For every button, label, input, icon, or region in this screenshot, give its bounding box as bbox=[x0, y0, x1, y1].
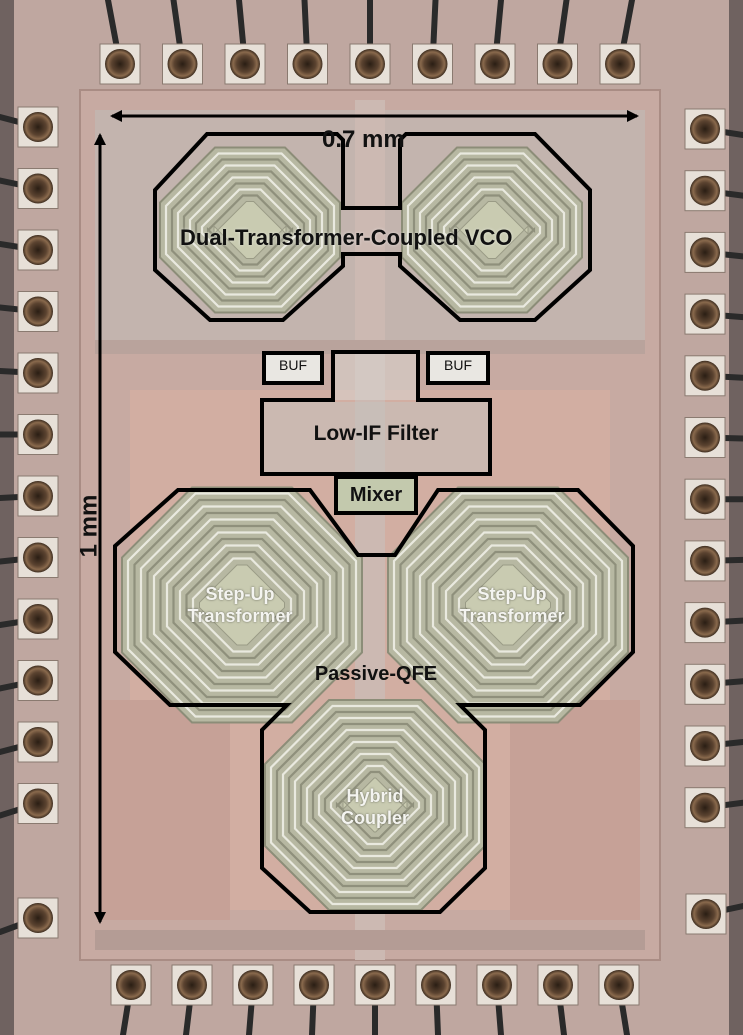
bond-pad-left-8 bbox=[17, 598, 59, 640]
bond-pad-left-11 bbox=[17, 783, 59, 824]
bond-pad-bottom-5 bbox=[415, 964, 457, 1006]
height-dimension-label: 1 mm bbox=[75, 494, 103, 558]
buf-left-outline bbox=[262, 351, 324, 385]
bond-pad-top-3 bbox=[287, 43, 328, 85]
low-if-filter-outline bbox=[260, 350, 492, 476]
bond-pad-top-0 bbox=[99, 43, 141, 85]
bond-pad-right-3 bbox=[684, 293, 726, 335]
bond-pad-bottom-8 bbox=[598, 964, 640, 1006]
vco-outline bbox=[153, 132, 592, 322]
bond-pad-top-6 bbox=[474, 43, 516, 85]
bond-pad-right-6 bbox=[684, 478, 726, 520]
bond-pad-right-8 bbox=[684, 602, 726, 644]
hybrid-coupler-coil bbox=[264, 699, 486, 911]
buf-right-label: BUF bbox=[444, 357, 472, 373]
vco-coil-right bbox=[401, 146, 583, 314]
bond-pad-bottom-4 bbox=[354, 964, 396, 1006]
bond-pad-bottom-0 bbox=[110, 964, 152, 1006]
stepup-coil-right bbox=[387, 486, 629, 724]
bond-pad-left-5 bbox=[17, 414, 59, 455]
bond-pad-left-10 bbox=[17, 721, 59, 763]
passive-qfe-label: Passive-QFE bbox=[314, 663, 438, 685]
vco-coil-left bbox=[159, 146, 341, 314]
bond-pad-top-7 bbox=[537, 43, 578, 85]
bond-pad-left-6 bbox=[17, 475, 59, 517]
vco-label: Dual-Transformer-Coupled VCO bbox=[180, 225, 513, 250]
width-dimension-label: 0.7 mm bbox=[322, 126, 405, 153]
bond-pad-right-1 bbox=[684, 170, 726, 212]
bond-pad-right-10 bbox=[684, 725, 726, 767]
bond-pad-right-5 bbox=[684, 417, 726, 458]
bond-pad-right-2 bbox=[684, 231, 726, 273]
inductor-coils bbox=[121, 146, 629, 911]
bond-pad-top-2 bbox=[224, 43, 266, 85]
bond-pad-top-4 bbox=[349, 43, 391, 85]
bond-pad-top-5 bbox=[412, 43, 453, 85]
bond-pad-left-12 bbox=[17, 897, 59, 939]
hybrid-coupler-label: Hybrid Coupler bbox=[340, 786, 409, 828]
low-if-filter-label: Low-IF Filter bbox=[313, 422, 439, 445]
bond-pad-right-7 bbox=[684, 540, 726, 582]
block-outlines bbox=[113, 132, 635, 914]
mixer-outline bbox=[334, 475, 418, 515]
bond-pad-bottom-7 bbox=[537, 964, 579, 1006]
bond-pad-left-0 bbox=[17, 106, 59, 148]
passive-qfe-outline bbox=[113, 488, 635, 914]
bond-pad-left-1 bbox=[17, 168, 59, 209]
bond-pad-left-2 bbox=[17, 229, 59, 271]
bond-pad-left-3 bbox=[17, 291, 59, 332]
bond-pad-right-11 bbox=[684, 787, 726, 829]
bond-pad-bottom-2 bbox=[232, 964, 274, 1006]
bond-pad-bottom-1 bbox=[171, 964, 213, 1006]
bond-pad-right-12 bbox=[685, 893, 727, 935]
bond-pad-top-1 bbox=[162, 43, 203, 85]
bond-pad-bottom-6 bbox=[476, 964, 518, 1006]
stepup-coil-left bbox=[121, 486, 363, 724]
buf-right-outline bbox=[426, 351, 490, 385]
bond-pad-bottom-3 bbox=[293, 964, 335, 1006]
bond-pad-right-0 bbox=[684, 108, 726, 150]
bond-pad-left-7 bbox=[17, 537, 59, 578]
bond-pad-left-4 bbox=[17, 352, 59, 394]
bond-pad-right-9 bbox=[684, 663, 726, 705]
step-up-transformer-right-label: Step-Up Transformer bbox=[459, 584, 565, 626]
step-up-transformer-left-label: Step-Up Transformer bbox=[187, 584, 293, 626]
bond-pad-top-8 bbox=[599, 43, 641, 85]
bond-pad-right-4 bbox=[684, 355, 726, 397]
buf-left-label: BUF bbox=[279, 357, 307, 373]
mixer-label: Mixer bbox=[349, 484, 403, 506]
bond-pad-left-9 bbox=[17, 660, 59, 701]
